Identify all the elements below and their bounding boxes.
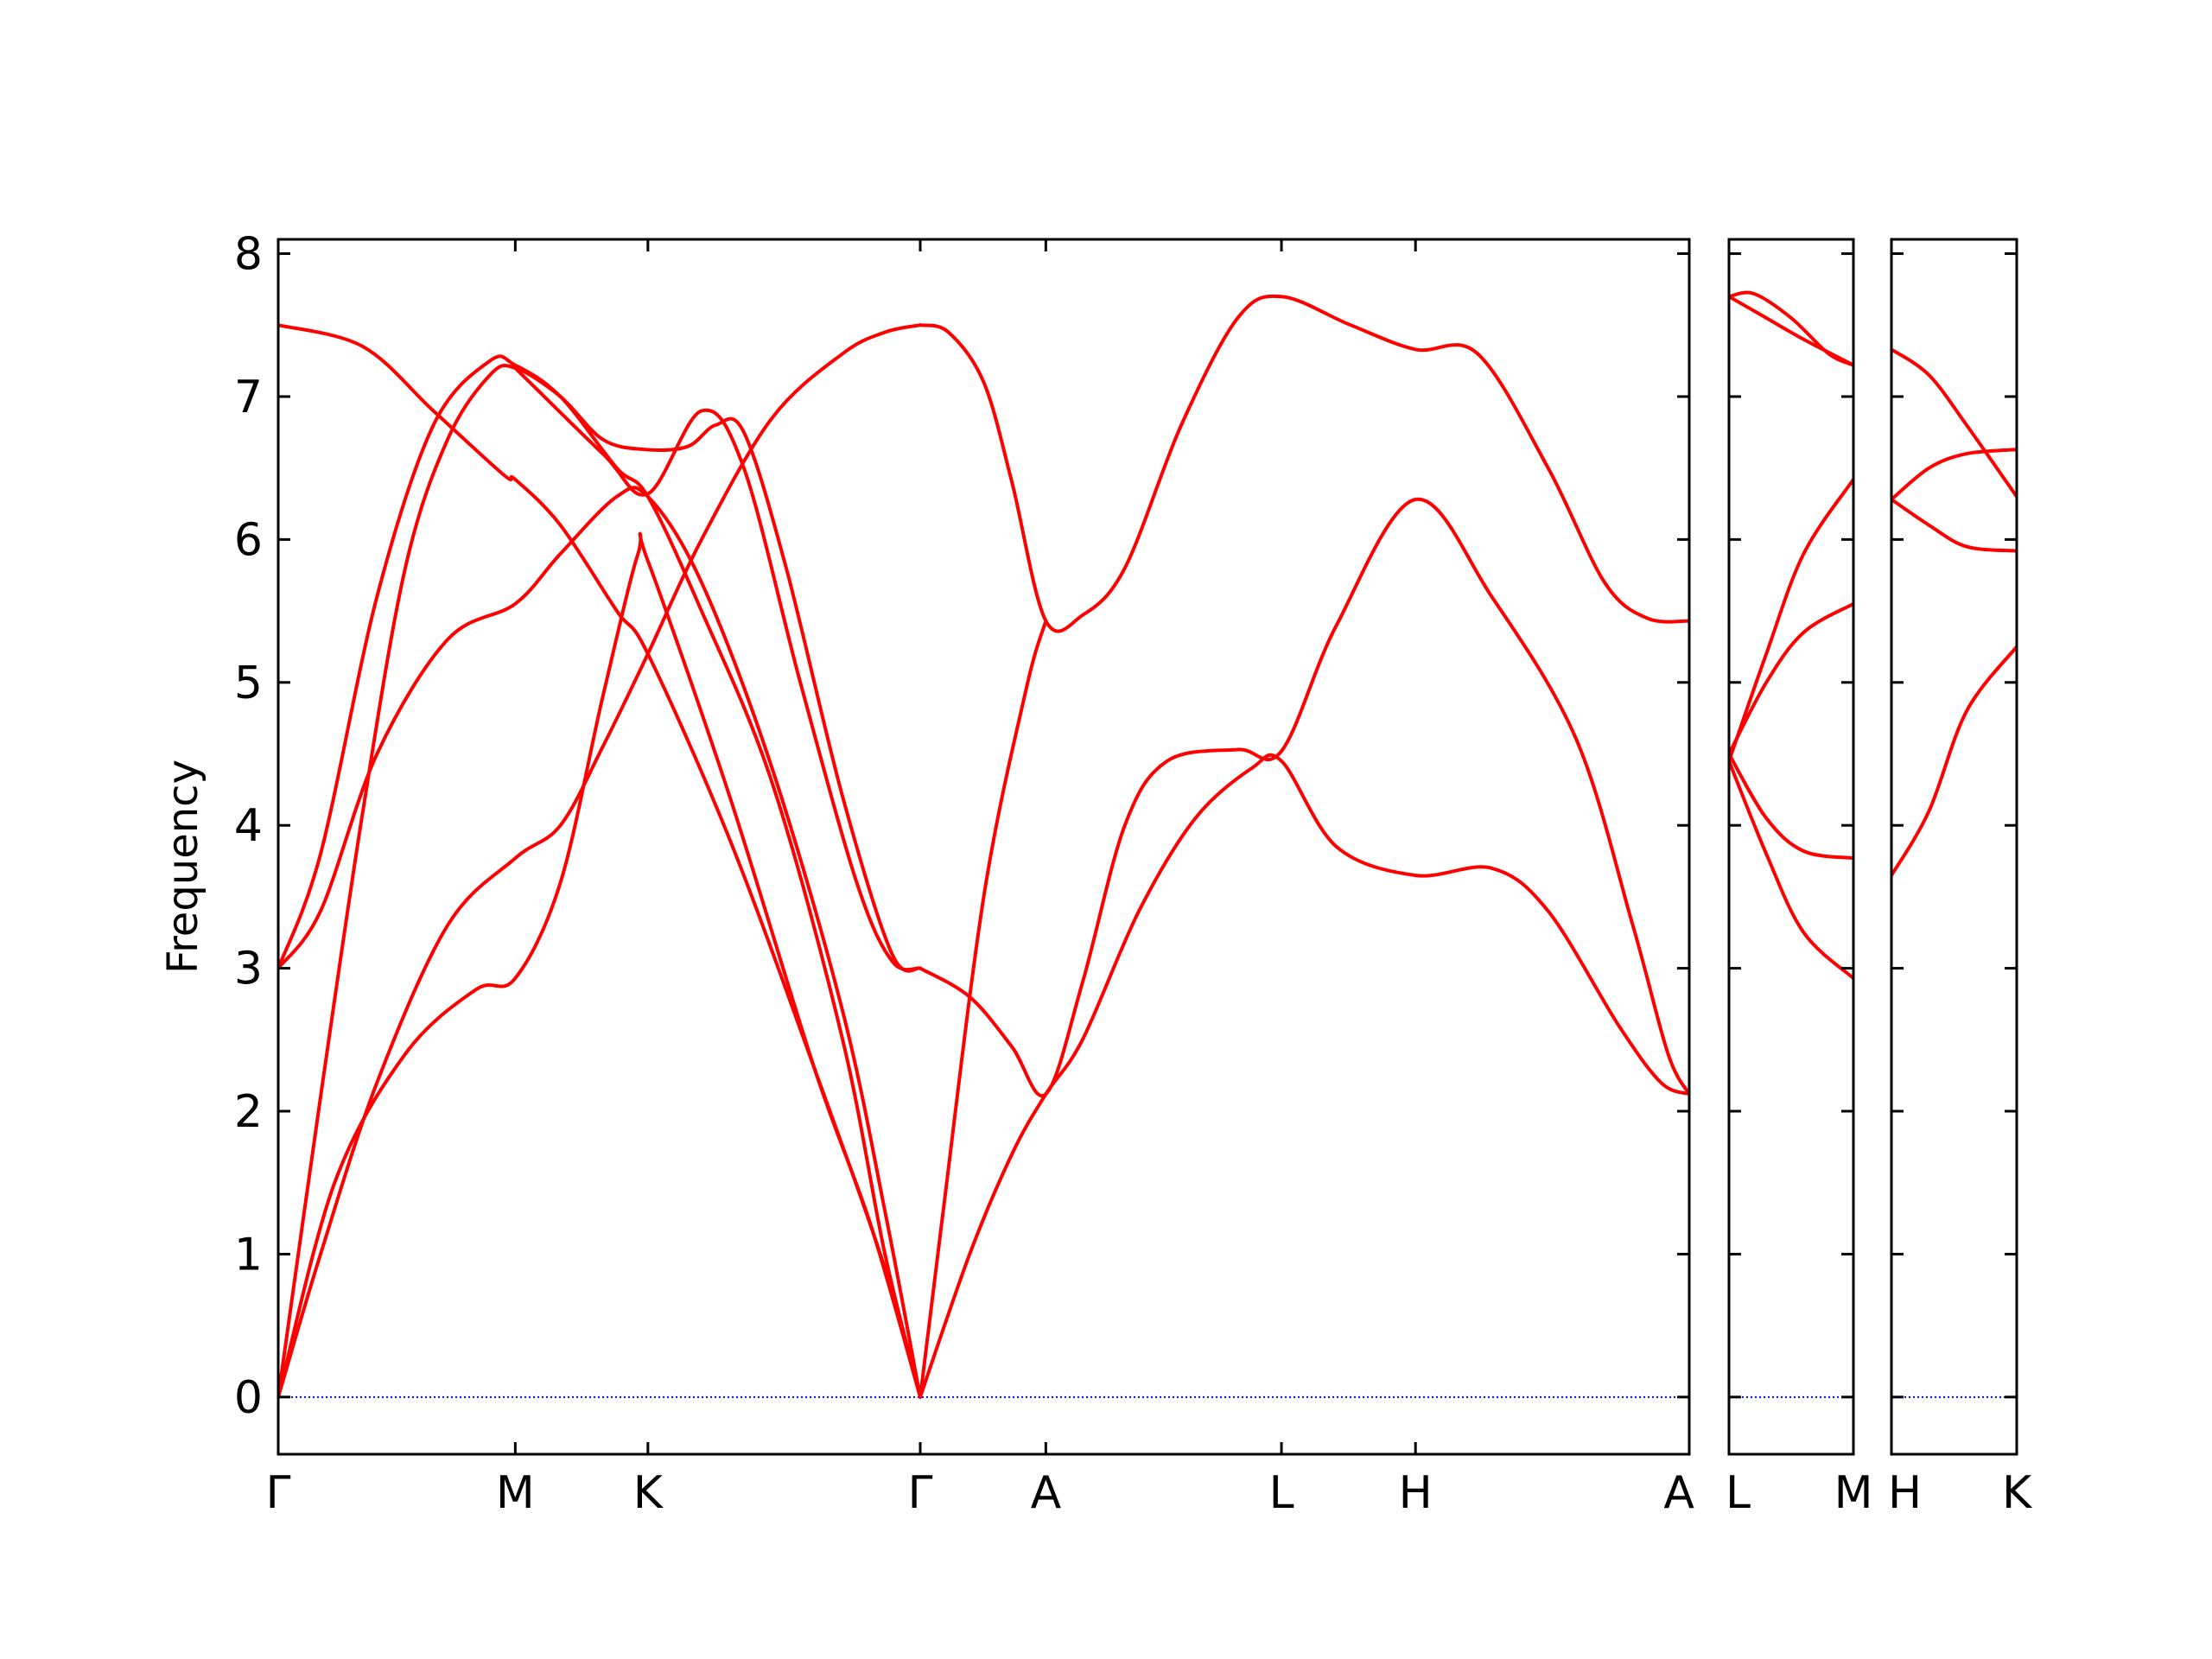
y-tick-label: 3 <box>234 944 263 995</box>
band-line-3 <box>1891 498 2017 553</box>
band-line-8 <box>918 294 1689 633</box>
x-tick-label: A <box>1663 1467 1694 1519</box>
band-line-7 <box>513 365 922 972</box>
band-line-11 <box>918 497 1689 1098</box>
band-line-3 <box>1729 477 1853 763</box>
x-tick-label: Γ <box>266 1467 291 1519</box>
band-line-6 <box>278 364 922 1399</box>
y-axis-label: Frequency <box>159 760 207 974</box>
band-line-2 <box>1891 448 2017 501</box>
band-line-2 <box>1729 295 1853 367</box>
x-tick-label: H <box>1888 1467 1922 1519</box>
panel-frame <box>1890 238 2018 1456</box>
x-tick-label: A <box>1031 1467 1062 1519</box>
x-tick-label: M <box>1834 1467 1873 1519</box>
bands-group <box>278 294 1689 1399</box>
band-line-5 <box>1729 752 1853 861</box>
x-tick-label: Γ <box>908 1467 933 1519</box>
panel-frame <box>276 238 1691 1456</box>
band-line-2 <box>278 486 922 1399</box>
x-tick-label: L <box>1726 1467 1751 1519</box>
band-line-9 <box>918 619 1048 1399</box>
bands-group <box>1891 347 2017 878</box>
y-tick-label: 8 <box>234 229 263 281</box>
band-line-4 <box>1891 645 2017 878</box>
bands-group <box>1729 290 1853 981</box>
x-tick-label: M <box>496 1467 535 1519</box>
band-line-1 <box>1891 347 2017 499</box>
y-tick-label: 6 <box>234 514 263 566</box>
x-tick-label: K <box>2002 1467 2033 1519</box>
x-tick-label: K <box>633 1467 664 1519</box>
y-tick-label: 0 <box>234 1372 263 1424</box>
band-line-10 <box>918 753 1689 1399</box>
x-tick-label: L <box>1269 1467 1294 1519</box>
y-tick-label: 1 <box>234 1229 263 1281</box>
y-tick-label: 4 <box>234 800 263 852</box>
x-tick-label: H <box>1399 1467 1433 1519</box>
band-line-6 <box>1729 759 1853 981</box>
y-tick-label: 7 <box>234 372 263 423</box>
y-tick-label: 5 <box>234 658 263 709</box>
band-line-4 <box>278 531 922 1399</box>
band-line-1 <box>1729 290 1853 367</box>
panel-1: Γ M K Γ A L H A 0 1 2 3 4 5 6 7 8 <box>234 229 1695 1519</box>
band-line-1 <box>278 323 922 1399</box>
band-line-5 <box>278 323 922 1399</box>
y-tick-label: 2 <box>234 1086 263 1138</box>
panel-frame <box>1727 238 1855 1456</box>
band-line-4 <box>1729 601 1853 756</box>
